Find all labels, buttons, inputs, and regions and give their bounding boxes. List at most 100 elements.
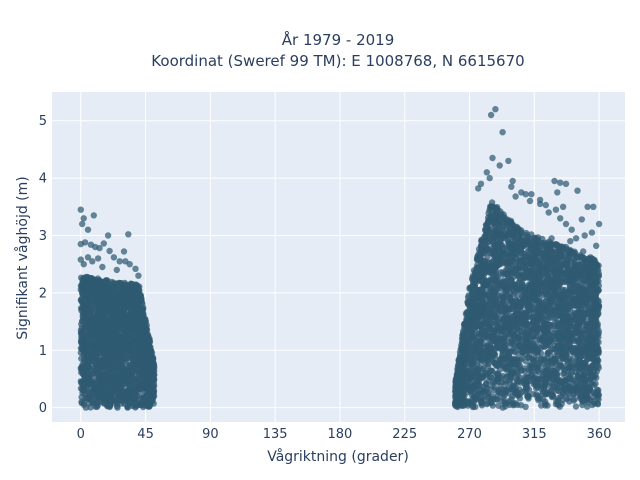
data-point [141, 319, 148, 327]
data-point [140, 335, 147, 343]
data-point [146, 379, 153, 386]
data-point [105, 297, 113, 305]
data-point [110, 365, 117, 372]
data-point [124, 345, 132, 352]
data-point [99, 357, 106, 365]
data-point [148, 397, 155, 404]
data-point [120, 369, 128, 376]
data-point [95, 349, 103, 356]
data-point [105, 291, 112, 298]
data-point [123, 353, 130, 361]
data-point [142, 364, 150, 371]
data-point [80, 356, 88, 363]
data-point [114, 371, 122, 379]
data-point [148, 361, 155, 369]
data-point [112, 324, 120, 331]
data-point [96, 331, 103, 339]
data-point [110, 300, 117, 307]
data-point [111, 350, 118, 358]
data-point [121, 319, 129, 326]
data-point [149, 371, 156, 378]
data-point [89, 399, 96, 406]
data-point [145, 332, 152, 340]
data-point [132, 289, 139, 297]
data-point [116, 344, 123, 351]
data-point [95, 323, 103, 331]
data-point [93, 357, 100, 364]
data-point [93, 368, 100, 376]
data-point [136, 400, 143, 407]
data-point [129, 396, 136, 404]
data-point [96, 380, 104, 387]
data-point [84, 370, 91, 377]
data-point [130, 376, 137, 383]
data-point [95, 291, 102, 299]
data-point [109, 373, 116, 380]
data-point [110, 381, 117, 388]
data-point [572, 403, 580, 410]
data-point [136, 322, 143, 329]
data-point [130, 391, 137, 398]
data-point [102, 284, 110, 291]
data-point [91, 393, 98, 401]
data-point [148, 353, 155, 360]
data-point [100, 304, 107, 311]
data-point [118, 357, 125, 364]
data-point [89, 296, 97, 303]
data-point [116, 350, 124, 357]
data-point [134, 332, 142, 339]
data-point [104, 367, 112, 375]
data-point [93, 277, 100, 284]
data-point [113, 402, 121, 410]
data-point [130, 383, 137, 391]
data-point [138, 308, 145, 316]
data-point [114, 334, 121, 341]
data-point [129, 281, 136, 288]
data-point [80, 278, 88, 286]
data-point [128, 303, 135, 310]
data-point [79, 386, 86, 393]
data-point [133, 327, 140, 334]
data-point [86, 349, 94, 356]
data-point [489, 402, 496, 409]
data-point [78, 307, 85, 314]
data-point [78, 295, 86, 302]
data-point [121, 326, 128, 333]
data-point [86, 274, 93, 282]
data-points [77, 106, 603, 411]
data-point [91, 382, 98, 389]
data-point [82, 323, 90, 330]
data-point [139, 359, 147, 367]
data-point [93, 338, 101, 345]
data-point [123, 392, 130, 399]
data-point [103, 393, 111, 401]
data-point [79, 363, 86, 371]
data-point [93, 343, 101, 351]
data-point [136, 346, 143, 353]
data-point [102, 374, 109, 381]
data-point [132, 313, 139, 320]
data-point [117, 390, 125, 397]
data-point [146, 339, 153, 346]
data-point [143, 393, 150, 400]
data-point [140, 313, 147, 320]
data-point [105, 380, 112, 388]
data-point [82, 300, 90, 307]
data-point [111, 310, 118, 317]
data-point [105, 355, 113, 362]
data-point [132, 366, 139, 373]
data-point [88, 362, 96, 369]
data-point [117, 310, 124, 317]
data-point [107, 317, 115, 324]
data-point [85, 389, 92, 396]
data-point [99, 309, 107, 316]
data-point [80, 401, 88, 408]
data-point [81, 285, 88, 292]
data-point [134, 356, 141, 363]
data-point [93, 403, 101, 411]
data-point [121, 287, 129, 294]
data-point [124, 398, 131, 405]
data-point [138, 373, 145, 381]
data-point [147, 348, 155, 355]
data-point [137, 293, 145, 300]
